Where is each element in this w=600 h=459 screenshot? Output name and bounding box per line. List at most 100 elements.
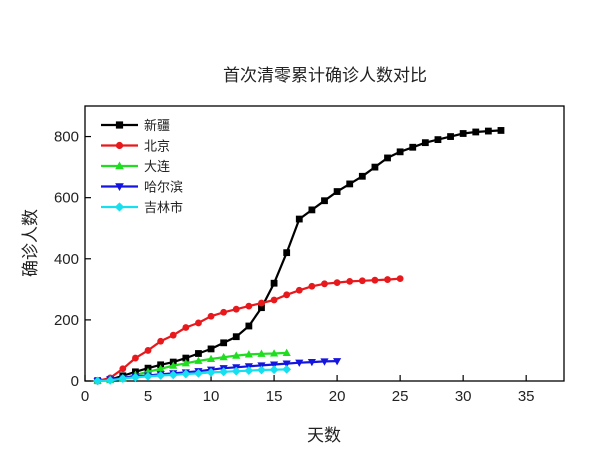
data-point [282,348,291,356]
data-point [371,276,379,284]
data-point [396,148,404,156]
data-point [258,304,265,312]
x-tick-label: 5 [144,388,152,405]
data-point [206,354,216,363]
data-point [484,127,492,135]
data-point [269,349,279,357]
data-point [182,324,190,331]
y-tick-label: 400 [54,251,79,268]
data-point [232,351,241,359]
legend-label: 哈尔滨 [144,180,183,196]
data-point [232,305,240,313]
data-point [282,360,291,368]
data-point [195,319,202,327]
data-point [308,282,316,290]
y-tick-label: 800 [54,129,79,146]
x-tick-label: 20 [329,388,346,405]
data-point [194,356,203,364]
data-point [321,197,328,205]
data-point [358,277,366,285]
legend-label: 大连 [144,159,170,175]
data-point [244,350,253,358]
data-point [156,371,166,380]
legend-label: 新疆 [144,118,170,134]
data-point [207,312,215,320]
x-tick-label: 35 [518,388,535,405]
data-point [93,376,103,386]
data-point [333,188,341,195]
data-point [258,299,265,307]
data-point [459,130,467,137]
data-point [231,366,241,376]
legend-marker [115,183,124,191]
y-tick-label: 0 [71,373,79,390]
series-4 [93,364,292,386]
data-point [181,359,190,367]
data-point [283,291,291,299]
data-point [182,354,190,362]
data-point [232,333,240,341]
data-point [434,136,442,144]
data-point [194,368,203,378]
series-1 [94,275,404,385]
legend-marker [114,202,125,212]
data-point [244,366,254,376]
series-line [97,368,287,383]
data-point [333,279,341,287]
plot-frame [84,105,565,382]
data-point [396,275,404,283]
data-point [219,352,228,361]
data-point [220,339,228,347]
legend-marker [115,141,124,150]
data-point [257,349,266,357]
data-point [181,369,191,379]
x-axis-title: 天数 [307,426,341,446]
data-point [447,133,454,140]
x-tick-label: 30 [455,388,472,405]
x-tick-label: 25 [392,388,409,405]
data-point [245,302,253,310]
data-point [307,358,316,367]
data-point [497,127,505,134]
data-point [257,365,266,375]
data-point [346,277,354,285]
data-point [157,337,165,345]
data-point [168,370,178,380]
data-point [384,276,391,283]
data-point [283,249,291,257]
data-point [384,154,391,162]
data-point [132,354,139,362]
data-point [270,279,278,287]
legend-label: 北京 [144,140,170,155]
data-point [105,375,115,385]
legend-marker [115,161,124,170]
data-point [308,206,316,214]
data-point [169,361,178,369]
y-tick-label: 600 [54,190,79,207]
data-point [119,365,127,373]
data-point [156,364,165,372]
data-point [131,372,140,382]
data-point [282,364,292,374]
data-point [321,280,328,288]
data-point [245,322,253,330]
data-point [295,286,303,294]
x-tick-label: 15 [266,388,283,405]
x-tick-label: 0 [81,388,89,405]
data-point [371,163,379,171]
data-point [295,359,304,367]
data-point [118,374,128,383]
data-point [269,365,279,375]
data-point [144,347,152,354]
data-point [421,139,429,147]
chart-title: 首次清零累计确诊人数对比 [223,66,427,86]
x-tick-label: 10 [203,388,220,405]
data-point [346,180,354,188]
data-point [206,368,216,377]
y-axis-title: 确诊人数 [21,209,41,277]
data-point [472,128,480,136]
legend-label: 吉林市 [144,200,183,216]
data-point [409,143,417,151]
data-point [295,215,303,223]
